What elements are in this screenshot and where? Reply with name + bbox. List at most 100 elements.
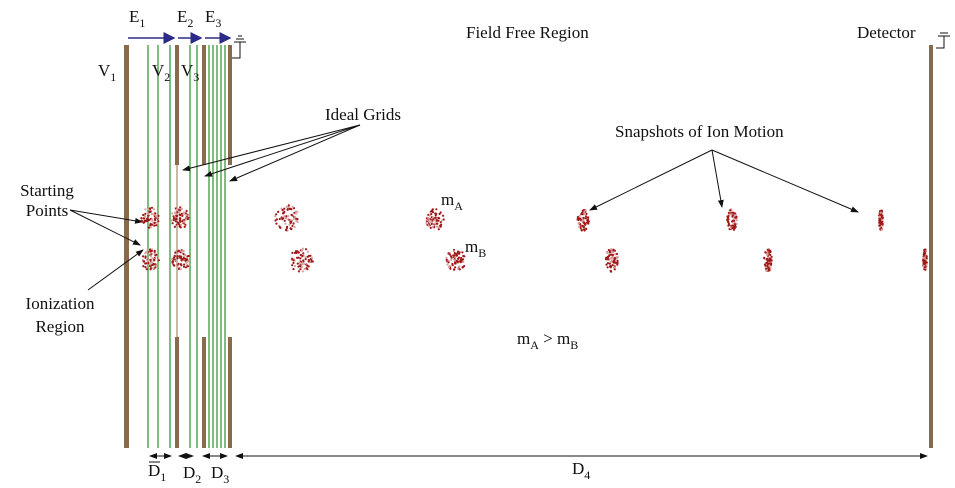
ion [297, 265, 300, 268]
ion [923, 253, 926, 257]
relation-sub: A [530, 338, 539, 352]
ion [173, 225, 176, 228]
ion [425, 222, 428, 225]
voltage-label: V2 [152, 61, 170, 84]
ion [275, 222, 278, 225]
ion [173, 254, 176, 257]
ion [182, 221, 185, 224]
ion [311, 260, 314, 263]
relation-base: > m [539, 329, 570, 348]
ion [309, 254, 312, 257]
ion [178, 217, 182, 220]
distance-label-sub: 3 [223, 472, 229, 486]
ion [770, 262, 773, 265]
ion [609, 266, 613, 269]
ion [289, 218, 292, 222]
ion [437, 228, 440, 231]
ion [153, 250, 156, 253]
ion [290, 208, 293, 211]
ion [764, 264, 767, 267]
ion [726, 220, 730, 223]
voltage-label: V3 [181, 61, 199, 84]
ion [287, 215, 290, 218]
ion [585, 227, 588, 231]
ion [297, 256, 300, 259]
ion [176, 265, 179, 268]
ion [616, 255, 619, 258]
ion [733, 212, 736, 215]
ion [614, 261, 617, 264]
ion [583, 228, 586, 231]
ion [301, 270, 304, 273]
ion [172, 215, 175, 218]
ion [274, 215, 277, 218]
ion [186, 265, 189, 268]
ion [769, 266, 772, 269]
ion [433, 222, 436, 225]
ion [186, 260, 189, 263]
ion [768, 258, 771, 261]
ion [436, 219, 439, 222]
ion [291, 251, 294, 254]
ion [581, 218, 584, 221]
ion [185, 261, 188, 265]
ion [612, 248, 615, 251]
ground-symbols [232, 32, 950, 59]
ion [438, 217, 441, 220]
ion [183, 225, 186, 228]
ion [735, 219, 738, 222]
ion [153, 252, 156, 255]
ion [292, 259, 295, 262]
ion [734, 225, 737, 228]
ion [182, 252, 185, 255]
ion [435, 225, 439, 228]
ion [294, 215, 297, 219]
ion [582, 225, 585, 228]
ion [182, 249, 185, 253]
ion [147, 214, 150, 217]
ion [445, 258, 448, 261]
starting-label: Starting [20, 181, 74, 200]
ion [145, 262, 148, 265]
ion [606, 262, 610, 265]
pointer-arrows [69, 124, 928, 459]
ion [293, 265, 297, 268]
ion [152, 208, 156, 211]
ion [456, 257, 460, 260]
ion [606, 266, 609, 269]
ion [583, 212, 586, 215]
ion [463, 265, 466, 268]
ion [182, 265, 186, 268]
ion [180, 250, 183, 253]
field-label-base: E [205, 7, 215, 26]
voltage-label-sub: 2 [164, 70, 170, 84]
ion [154, 219, 157, 222]
ion [584, 223, 587, 226]
ion [770, 255, 773, 258]
ion [152, 213, 155, 216]
ion [730, 224, 733, 227]
ion [766, 252, 769, 255]
ion [763, 256, 766, 259]
ion [765, 261, 768, 264]
ion [429, 226, 432, 229]
ion [297, 270, 301, 273]
ion [578, 225, 581, 228]
ion [301, 254, 304, 257]
ion [282, 217, 285, 220]
ion [171, 261, 174, 264]
ion [287, 204, 290, 207]
field-label-base: E [177, 7, 187, 26]
ion [185, 209, 188, 213]
relation-base: m [517, 329, 530, 348]
ion [577, 222, 580, 225]
ion [153, 221, 156, 224]
ion [148, 210, 151, 213]
ion [580, 229, 584, 232]
grids [147, 45, 226, 448]
ion [923, 252, 927, 255]
field-label-sub: 1 [139, 16, 145, 30]
ion [925, 256, 928, 260]
ion [145, 219, 149, 223]
ion [288, 223, 291, 226]
